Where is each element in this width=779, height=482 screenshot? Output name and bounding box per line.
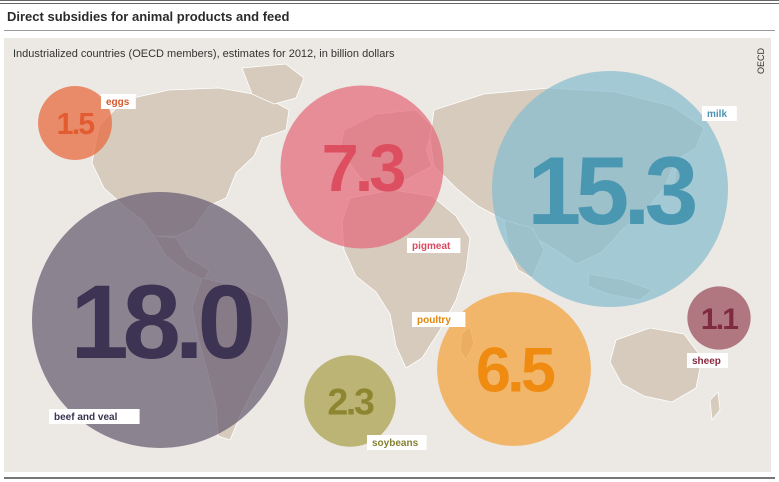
category-label-soybeans: soybeans (372, 438, 419, 449)
value-label-poultry: 6.5 (476, 336, 555, 406)
bubble-eggs (38, 86, 112, 160)
bubble-chart: 18.0 beef and veal 15.3 milk 7.3 pigmeat 6.5 po… (32, 63, 751, 450)
bubble-poultry (437, 292, 591, 446)
value-label-soybeans: 2.3 (327, 381, 374, 423)
bubble-milk (491, 70, 729, 308)
category-tag-sheep: sheep (687, 353, 728, 368)
value-label-beef-and-veal: 18.0 (70, 264, 252, 381)
category-tag-poultry: poultry (412, 312, 466, 327)
category-tag-eggs: eggs (101, 94, 136, 109)
top-rule (0, 0, 779, 4)
bubble-beef-and-veal (32, 192, 288, 448)
chart-panel: 18.0 beef and veal 15.3 milk 7.3 pigmeat 6.5 po… (4, 38, 771, 472)
category-tag-soybeans: soybeans (367, 435, 427, 450)
category-label-box-sheep (687, 353, 728, 368)
category-label-box-beef-and-veal (49, 409, 140, 424)
category-label-box-milk (702, 106, 737, 121)
category-tag-beef-and-veal: beef and veal (49, 409, 140, 424)
category-label-box-pigmeat (407, 238, 461, 253)
category-tag-milk: milk (702, 106, 737, 121)
bubble-soybeans (304, 355, 396, 447)
category-label-beef-and-veal: beef and veal (54, 412, 118, 423)
category-label-sheep: sheep (692, 356, 721, 367)
bubbles-layer: 18.0 beef and veal 15.3 milk 7.3 pigmeat 6.5 po… (32, 70, 751, 450)
category-label-pigmeat: pigmeat (412, 241, 451, 252)
value-label-milk: 15.3 (527, 136, 695, 245)
category-label-eggs: eggs (106, 97, 130, 108)
category-label-box-eggs (101, 94, 136, 109)
category-label-poultry: poultry (417, 315, 451, 326)
value-label-eggs: 1.5 (57, 108, 95, 141)
bottom-rule (4, 477, 775, 479)
value-label-sheep: 1.1 (701, 303, 738, 336)
title-divider (4, 30, 775, 31)
bubble-sheep (687, 286, 751, 350)
chart-subtitle: Industrialized countries (OECD members),… (13, 48, 395, 60)
source-label: OECD (756, 48, 766, 75)
bubble-pigmeat (280, 85, 444, 249)
category-label-box-soybeans (367, 435, 427, 450)
value-label-pigmeat: 7.3 (322, 132, 405, 206)
category-tag-pigmeat: pigmeat (407, 238, 461, 253)
category-label-milk: milk (707, 109, 727, 120)
chart-title: Direct subsidies for animal products and… (7, 9, 290, 24)
category-label-box-poultry (412, 312, 466, 327)
